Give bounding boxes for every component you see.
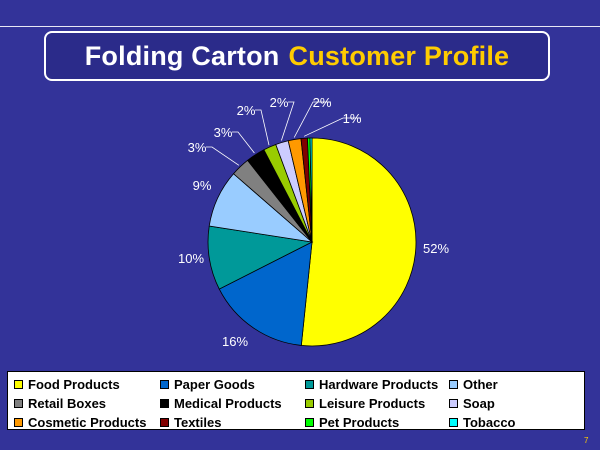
- legend-swatch: [449, 380, 458, 389]
- chart-legend: Food Products Paper Goods Hardware Product…: [7, 371, 585, 430]
- legend-item: Food Products: [14, 375, 160, 394]
- slide-title-box: Folding Carton Customer Profile: [44, 31, 550, 81]
- leader-line: [281, 101, 295, 141]
- legend-item: Retail Boxes: [14, 394, 160, 413]
- legend-label: Hardware Products: [319, 377, 439, 392]
- leader-line: [293, 101, 331, 138]
- slice-data-label: 1%: [343, 111, 362, 126]
- legend-swatch: [160, 418, 169, 427]
- top-rule: [0, 26, 600, 27]
- slice-data-label: 2%: [313, 95, 332, 110]
- legend-label: Food Products: [28, 377, 120, 392]
- slice-data-label: 9%: [193, 178, 212, 193]
- legend-swatch: [160, 399, 169, 408]
- legend-label: Pet Products: [319, 415, 400, 430]
- legend-item: Cosmetic Products: [14, 413, 160, 432]
- legend-label: Paper Goods: [174, 377, 255, 392]
- legend-swatch: [305, 380, 314, 389]
- legend-item: Pet Products: [305, 413, 449, 432]
- slice-data-label: 3%: [214, 125, 233, 140]
- legend-swatch: [160, 380, 169, 389]
- legend-label: Cosmetic Products: [28, 415, 147, 430]
- leader-line: [255, 109, 270, 146]
- slice-data-label: 52%: [423, 241, 449, 256]
- legend-label: Medical Products: [174, 396, 282, 411]
- slide-title-part2: Customer Profile: [288, 40, 510, 71]
- legend-item: Medical Products: [160, 394, 305, 413]
- legend-label: Soap: [463, 396, 495, 411]
- legend-label: Textiles: [174, 415, 222, 430]
- legend-swatch: [305, 418, 314, 427]
- legend-swatch: [449, 418, 458, 427]
- legend-swatch: [14, 380, 23, 389]
- pie-slice-food-products: [300, 137, 417, 347]
- legend-item: Textiles: [160, 413, 305, 432]
- legend-label: Other: [463, 377, 498, 392]
- slice-data-label: 16%: [222, 334, 248, 349]
- legend-item: Leisure Products: [305, 394, 449, 413]
- slice-data-label: 2%: [237, 103, 256, 118]
- legend-item: Hardware Products: [305, 375, 449, 394]
- legend-item: Soap: [449, 394, 579, 413]
- leader-line: [303, 117, 361, 137]
- legend-swatch: [14, 418, 23, 427]
- slide-title-part1: Folding Carton: [84, 40, 280, 71]
- slice-data-label: 2%: [270, 95, 289, 110]
- slice-data-label: 3%: [188, 140, 207, 155]
- legend-item: Other: [449, 375, 579, 394]
- page-number: 7: [584, 436, 589, 445]
- legend-label: Leisure Products: [319, 396, 426, 411]
- legend-item: Tobacco: [449, 413, 579, 432]
- legend-item: Paper Goods: [160, 375, 305, 394]
- slice-data-label: 10%: [178, 251, 204, 266]
- legend-label: Retail Boxes: [28, 396, 107, 411]
- leader-line: [232, 131, 255, 154]
- legend-label: Tobacco: [463, 415, 516, 430]
- legend-swatch: [449, 399, 458, 408]
- pie-slice-paper-goods: [218, 241, 313, 346]
- legend-swatch: [305, 399, 314, 408]
- leader-line: [206, 146, 240, 166]
- pie-slice-tobacco: [309, 137, 313, 243]
- legend-swatch: [14, 399, 23, 408]
